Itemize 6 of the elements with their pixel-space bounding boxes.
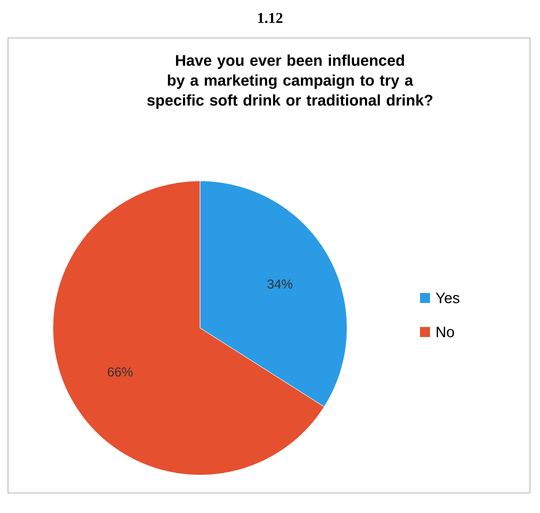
- text: 1.12: [258, 12, 282, 24]
- data-label: 34%: [267, 279, 292, 289]
- legend-label: Yes: [436, 292, 460, 304]
- legend-label: No: [436, 326, 454, 338]
- data-label: 66%: [108, 367, 133, 377]
- chart-title: Have you ever been influenced by a marketing campaign to try a specific soft drink or traditional drink?: [147, 54, 432, 109]
